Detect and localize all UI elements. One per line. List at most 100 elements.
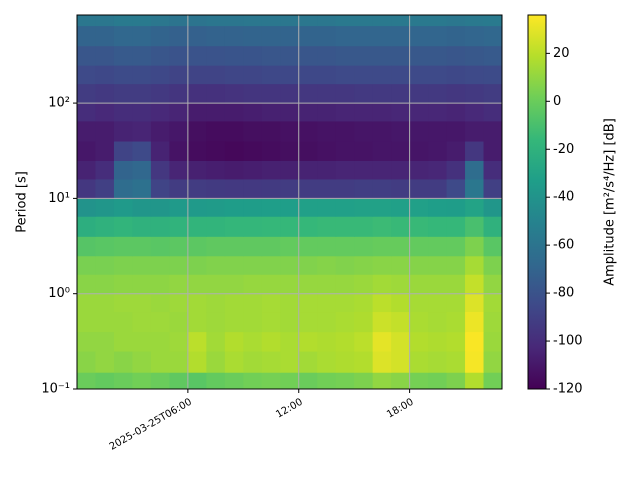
heatmap-cell	[409, 25, 429, 47]
heatmap-cell	[243, 216, 263, 237]
heatmap-cell	[77, 65, 96, 85]
heatmap-cell	[317, 83, 337, 104]
heatmap-cell	[280, 372, 300, 390]
heatmap-cell	[335, 15, 355, 27]
heatmap-cell	[354, 274, 374, 295]
heatmap-cell	[280, 65, 300, 85]
y-axis-label: Period [s]	[15, 171, 30, 233]
heatmap-cell	[95, 236, 115, 257]
heatmap-cell	[113, 160, 133, 180]
heatmap-cell	[206, 83, 226, 104]
heatmap-cell	[113, 178, 133, 199]
x-tick-label: 18:00	[385, 397, 415, 421]
heatmap-cell	[354, 83, 374, 104]
heatmap-cell	[132, 65, 152, 85]
heatmap-cell	[280, 160, 300, 180]
heatmap-cell	[95, 216, 115, 237]
heatmap-cell	[298, 15, 318, 27]
heatmap-cell	[483, 198, 503, 217]
heatmap-cell	[113, 120, 133, 142]
heatmap-cell	[483, 141, 503, 161]
heatmap-cell	[409, 311, 429, 333]
heatmap-cell	[280, 331, 300, 352]
heatmap-cell	[95, 15, 115, 27]
heatmap-cell	[95, 65, 115, 85]
heatmap-cell	[446, 45, 466, 66]
heatmap-cell	[77, 372, 96, 390]
heatmap-cell	[446, 160, 466, 180]
heatmap-cell	[187, 160, 207, 180]
heatmap-cell	[298, 103, 318, 122]
heatmap-cell	[317, 372, 337, 390]
heatmap-cell	[187, 293, 207, 313]
heatmap-cell	[446, 15, 466, 27]
heatmap-cell	[113, 216, 133, 237]
heatmap-cell	[224, 83, 244, 104]
heatmap-cell	[354, 293, 374, 313]
heatmap-cell	[206, 216, 226, 237]
heatmap-cell	[150, 198, 170, 217]
heatmap-cell	[465, 236, 485, 257]
heatmap-cell	[261, 65, 281, 85]
heatmap-cell	[95, 293, 115, 313]
heatmap-cell	[77, 255, 96, 275]
colorbar-tick-label: 0	[553, 94, 561, 109]
heatmap-cell	[187, 351, 207, 373]
heatmap-cell	[95, 160, 115, 180]
heatmap-cell	[428, 331, 448, 352]
heatmap-cell	[317, 45, 337, 66]
heatmap-cell	[280, 45, 300, 66]
heatmap-cell	[224, 15, 244, 27]
heatmap-cell	[261, 274, 281, 295]
heatmap-cell	[317, 198, 337, 217]
heatmap-cell	[409, 141, 429, 161]
colorbar-tick-label: -60	[553, 238, 574, 253]
heatmap-cell	[95, 198, 115, 217]
heatmap-cell	[372, 198, 392, 217]
heatmap-cell	[206, 274, 226, 295]
heatmap-cell	[317, 65, 337, 85]
heatmap-cell	[372, 65, 392, 85]
heatmap-cell	[465, 65, 485, 85]
heatmap-cell	[317, 311, 337, 333]
heatmap-cell	[187, 236, 207, 257]
heatmap-cell	[335, 103, 355, 122]
heatmap-cell	[409, 160, 429, 180]
heatmap-cell	[261, 15, 281, 27]
heatmap-cell	[354, 141, 374, 161]
heatmap-cell	[335, 311, 355, 333]
heatmap-cell	[77, 311, 96, 333]
heatmap-cell	[206, 120, 226, 142]
heatmap-cell	[77, 15, 96, 27]
heatmap-cell	[391, 83, 411, 104]
heatmap-cell	[354, 236, 374, 257]
heatmap-cell	[483, 351, 503, 373]
heatmap-cell	[132, 236, 152, 257]
heatmap-cell	[224, 372, 244, 390]
heatmap-cell	[465, 103, 485, 122]
heatmap-cell	[298, 293, 318, 313]
heatmap-cell	[169, 255, 189, 275]
heatmap-cell	[169, 141, 189, 161]
heatmap-cell	[428, 120, 448, 142]
heatmap-cell	[409, 331, 429, 352]
heatmap-cell	[187, 141, 207, 161]
heatmap-cell	[428, 198, 448, 217]
heatmap-cell	[428, 351, 448, 373]
heatmap-cell	[150, 45, 170, 66]
heatmap-cell	[446, 198, 466, 217]
heatmap-cell	[280, 274, 300, 295]
heatmap-cell	[298, 372, 318, 390]
heatmap-cell	[77, 216, 96, 237]
heatmap-cell	[372, 351, 392, 373]
heatmap-cell	[243, 15, 263, 27]
heatmap-cell	[483, 293, 503, 313]
heatmap-cell	[132, 331, 152, 352]
heatmap-cell	[391, 274, 411, 295]
heatmap-cell	[298, 45, 318, 66]
heatmap-cell	[391, 178, 411, 199]
heatmap-cell	[113, 83, 133, 104]
heatmap-cell	[169, 15, 189, 27]
colorbar-tick-label: -80	[553, 286, 574, 301]
